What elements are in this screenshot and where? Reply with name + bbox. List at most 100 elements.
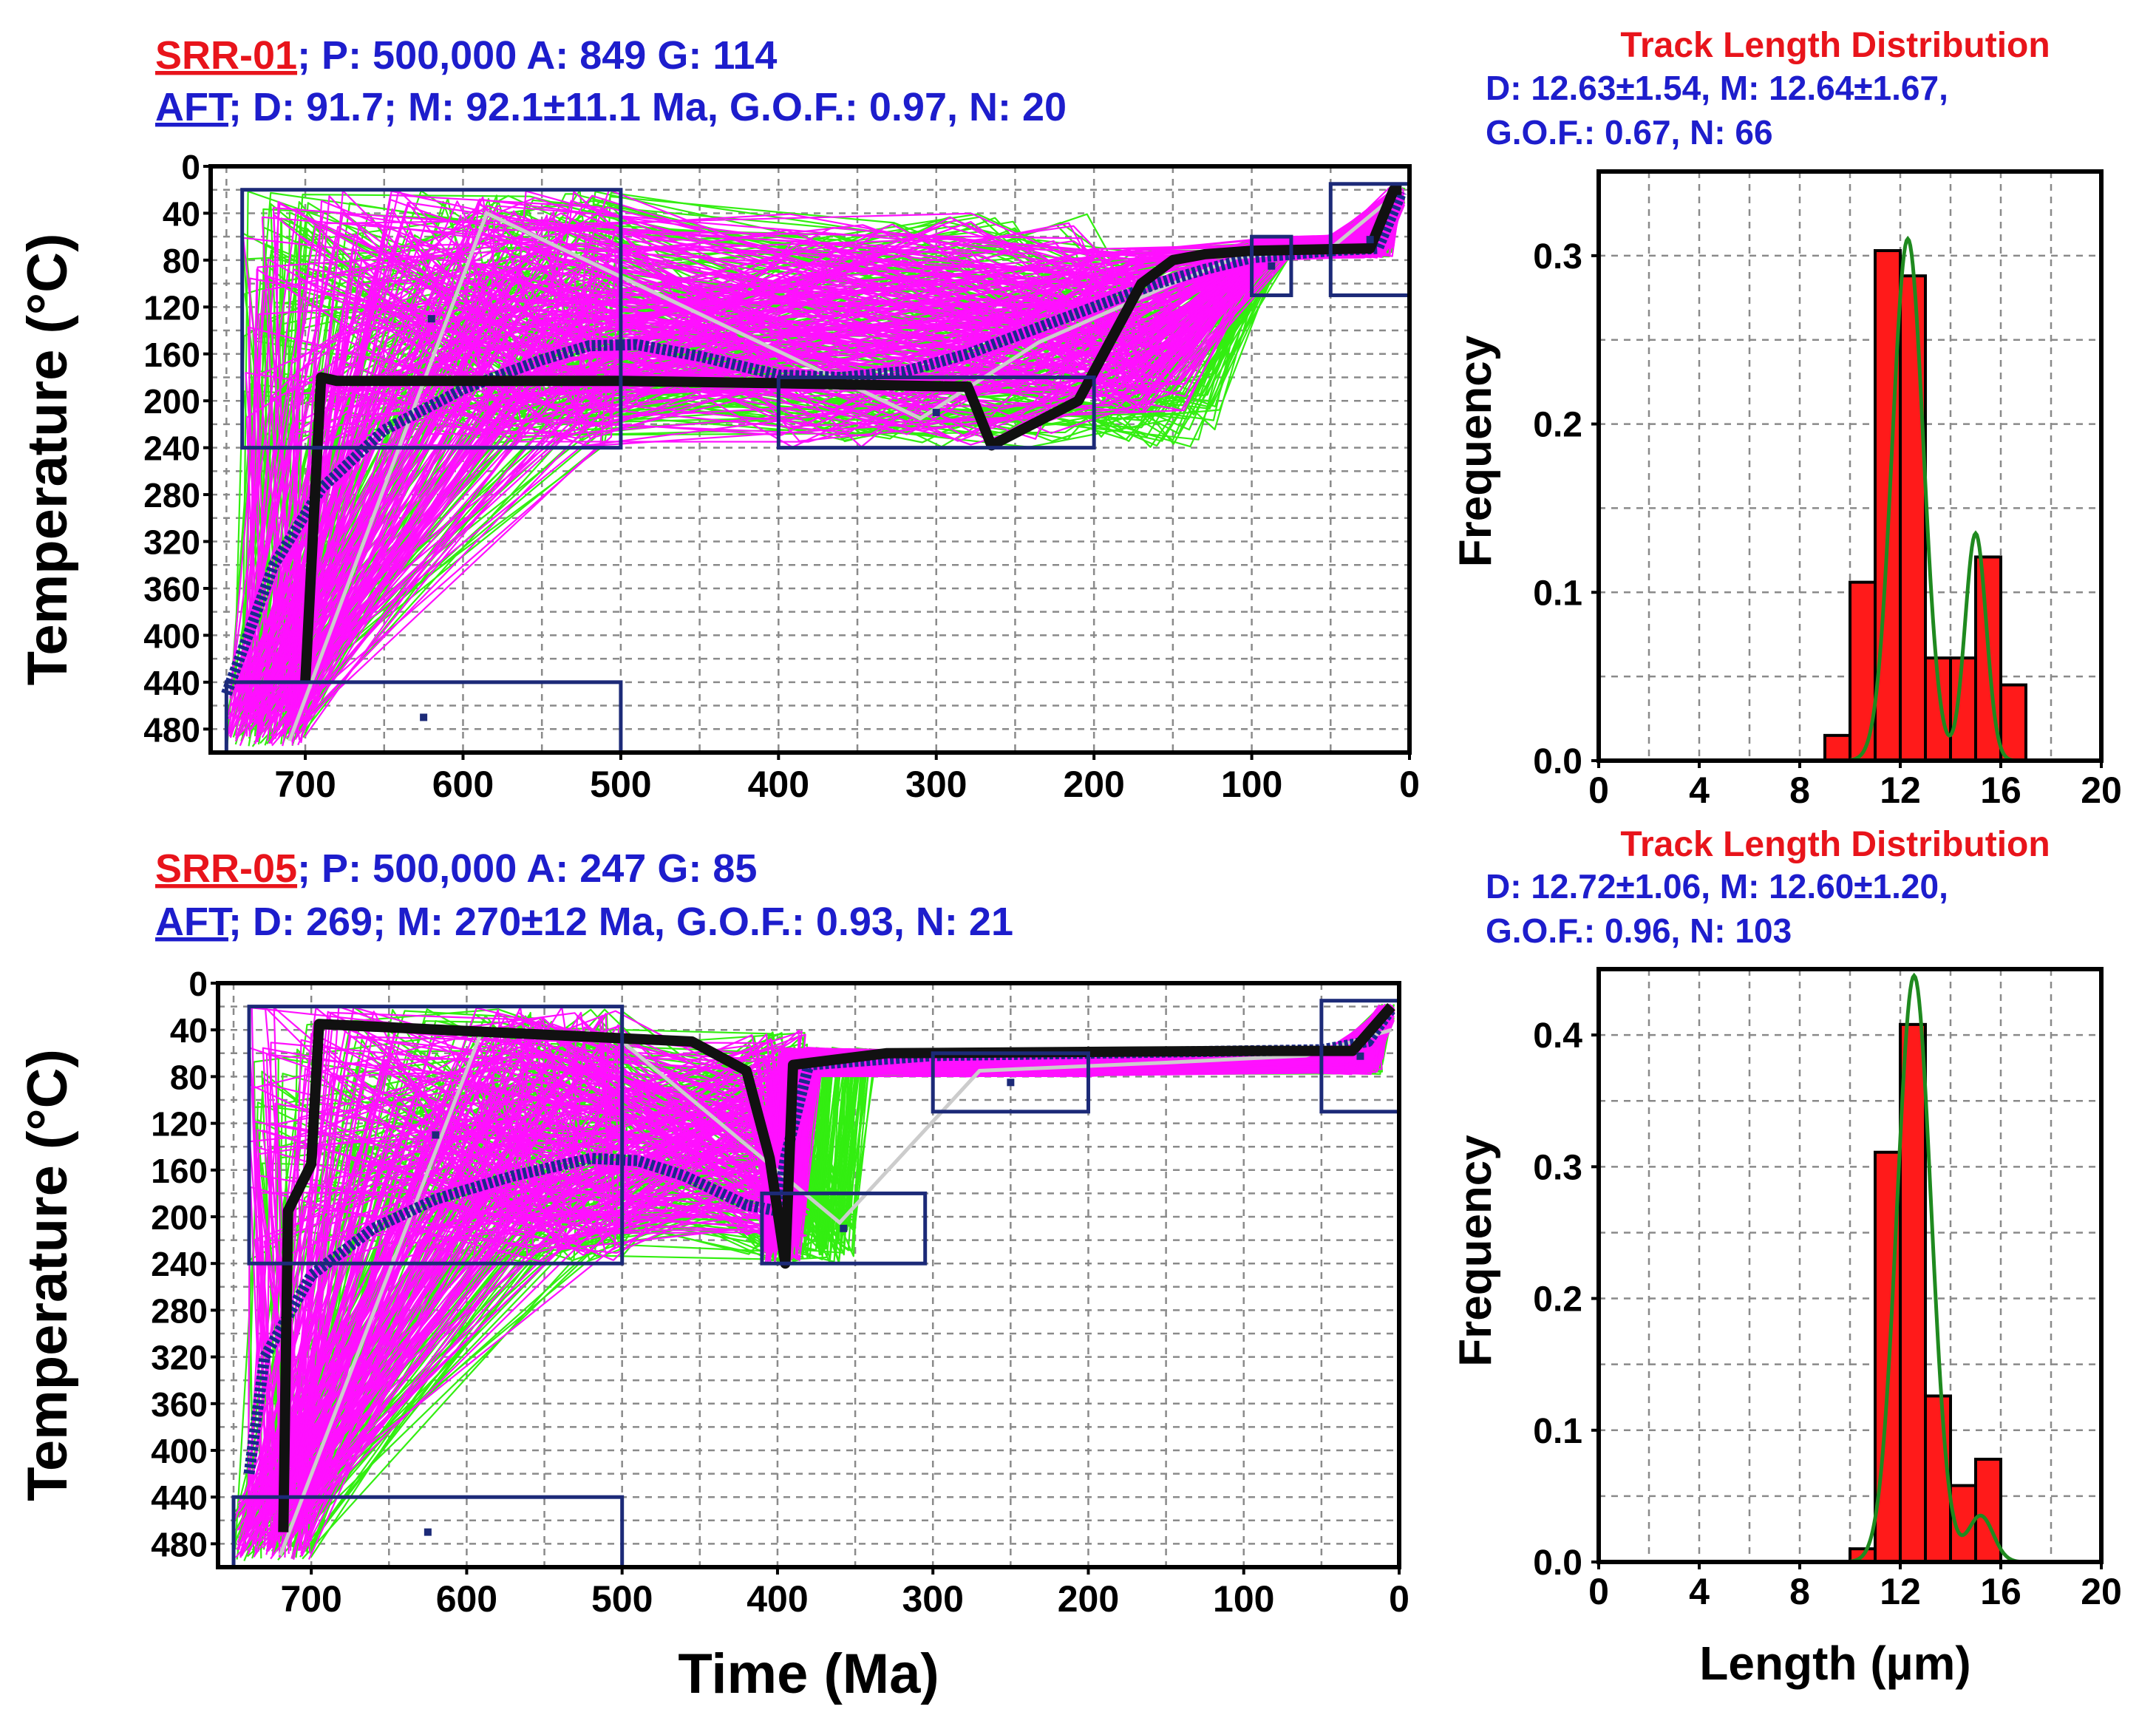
x-tick-label: 4: [1689, 1571, 1710, 1612]
y-axis-label: Frequency: [1450, 1135, 1501, 1367]
y-tick-label: 200: [151, 1198, 208, 1237]
constraint-box: [1250, 234, 1293, 297]
constraint-box: [760, 1191, 928, 1266]
x-tick-label: 600: [436, 1578, 497, 1620]
good-path: [244, 198, 1394, 733]
tld-title: Track Length Distribution: [1620, 825, 2050, 864]
x-tick-label: 0: [1399, 764, 1420, 805]
x-axis-label: Length (µm): [1699, 1637, 1970, 1690]
plot-area: [221, 184, 1407, 747]
x-tick-label: 0: [1588, 770, 1609, 811]
y-tick-label: 200: [143, 382, 200, 421]
sample-params: ; P: 500,000 A: 247 G: 85: [297, 846, 757, 891]
constraint-boxes: [231, 999, 1401, 1569]
x-tick-label: 700: [274, 764, 336, 805]
aft-stats: ; D: 91.7; M: 92.1±11.1 Ma, G.O.F.: 0.97…: [228, 85, 1067, 129]
plot-frame: [1596, 169, 2104, 763]
bar: [1899, 274, 1927, 762]
constraint-box: [931, 1051, 1090, 1114]
y-tick-label: 480: [151, 1525, 208, 1563]
x-tick-label: 400: [747, 1578, 808, 1620]
constraint-box-centre: [1007, 1079, 1015, 1087]
constraint-box-centre: [420, 713, 428, 721]
constraint-box-centre: [840, 1224, 848, 1232]
bar: [1949, 656, 1977, 763]
x-tick-label: 500: [591, 1578, 653, 1620]
x-tick-label: 16: [1980, 770, 2021, 811]
y-tick-label: 80: [170, 1058, 208, 1096]
y-tick-label: 400: [151, 1432, 208, 1470]
y-tick-label: 320: [143, 523, 200, 562]
tt-panel-SRR-05: SRR-05; P: 500,000 A: 247 G: 85 AFT; D: 2…: [16, 846, 1409, 1705]
bar: [1823, 733, 1851, 762]
y-tick-label: 400: [143, 617, 200, 655]
x-tick-label: 100: [1221, 764, 1282, 805]
y-tick-label: 480: [143, 710, 200, 749]
aft-header: AFT; D: 91.7; M: 92.1±11.1 Ma, G.O.F.: 0…: [155, 85, 1067, 129]
x-tick-label: 200: [1063, 764, 1124, 805]
tld-stats-line1: D: 12.63±1.54, M: 12.64±1.67,: [1486, 69, 1948, 107]
y-tick-label: 0.4: [1533, 1016, 1582, 1056]
y-tick-label: 40: [163, 194, 200, 233]
y-tick-label: 0.2: [1533, 1280, 1582, 1320]
bar: [1899, 1022, 1927, 1564]
y-axis-label: Temperature (°C): [16, 1049, 79, 1501]
y-tick-label: 0.1: [1533, 1412, 1582, 1451]
grid: [1599, 969, 2101, 1562]
y-tick-label: 280: [143, 476, 200, 514]
x-tick-label: 300: [902, 1578, 963, 1620]
y-tick-label: 160: [143, 336, 200, 374]
y-tick-label: 360: [143, 570, 200, 608]
x-tick-label: 600: [432, 764, 494, 805]
y-tick-label: 0: [188, 965, 208, 1003]
x-tick-label: 400: [748, 764, 809, 805]
y-axis-label: Temperature (°C): [16, 234, 79, 686]
aft-label: AFT: [155, 900, 233, 944]
y-tick-label: 120: [151, 1105, 208, 1144]
bars: [1849, 1022, 2002, 1564]
plot-area: [233, 1002, 1396, 1562]
constraint-box-centre: [932, 409, 940, 417]
y-axis-label: Frequency: [1450, 335, 1501, 567]
x-tick-label: 16: [1980, 1571, 2021, 1612]
weighted-mean-path: [221, 189, 1407, 696]
constraint-box-centre: [1268, 262, 1276, 270]
constraint-box-centre: [1356, 1052, 1364, 1060]
x-tick-label: 200: [1058, 1578, 1119, 1620]
y-tick-label: 160: [151, 1152, 208, 1190]
constraint-box: [247, 1005, 625, 1266]
bar: [1974, 1457, 2002, 1564]
y-tick-label: 280: [151, 1291, 208, 1330]
constraint-box-centre: [1366, 236, 1374, 244]
y-tick-label: 0.0: [1533, 1544, 1582, 1583]
tld-stats-line1: D: 12.72±1.06, M: 12.60±1.20,: [1486, 867, 1948, 906]
x-tick-label: 12: [1880, 770, 1921, 811]
y-tick-label: 320: [151, 1339, 208, 1377]
x-tick-label: 8: [1789, 1571, 1810, 1612]
y-tick-label: 0.0: [1533, 742, 1582, 781]
x-axis-label: Time (Ma): [678, 1643, 939, 1705]
constraint-box-centre: [427, 315, 435, 323]
tld-stats-line2: G.O.F.: 0.67, N: 66: [1486, 113, 1773, 152]
histogram-panel: Track Length Distribution D: 12.63±1.54, …: [1450, 26, 2122, 811]
good-path: [272, 203, 1400, 746]
good-path: [236, 196, 1401, 740]
sample-params: ; P: 500,000 A: 849 G: 114: [297, 33, 777, 78]
good-path: [277, 200, 1405, 738]
x-tick-label: 4: [1689, 770, 1710, 811]
tld-title: Track Length Distribution: [1620, 26, 2050, 65]
good-path: [238, 1005, 1394, 1550]
x-tick-label: 12: [1880, 1571, 1921, 1612]
plot-frame: [216, 981, 1401, 1569]
x-tick-label: 300: [905, 764, 967, 805]
aft-stats: ; D: 269; M: 270±12 Ma, G.O.F.: 0.93, N:…: [228, 900, 1013, 944]
y-tick-label: 440: [143, 664, 200, 702]
x-tick-label: 0: [1588, 1571, 1609, 1612]
aft-label: AFT: [155, 85, 233, 129]
constraint-box-centre: [432, 1131, 440, 1139]
x-tick-label: 500: [590, 764, 651, 805]
y-tick-label: 40: [170, 1011, 208, 1050]
weighted-mean-path: [243, 1005, 1396, 1475]
sample-header: SRR-01; P: 500,000 A: 849 G: 114: [155, 33, 777, 78]
